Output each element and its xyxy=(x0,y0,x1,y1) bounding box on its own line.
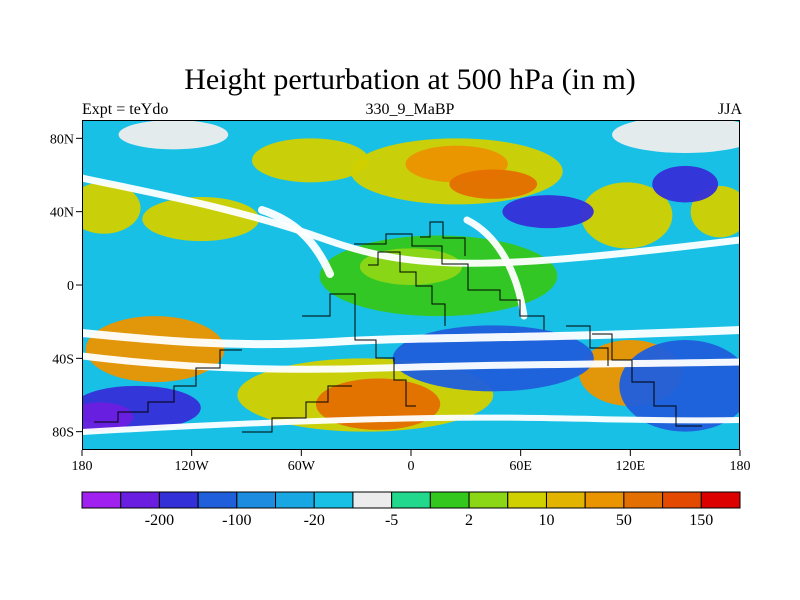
coastline-6 xyxy=(566,325,609,366)
x-tick-label-2: 60W xyxy=(288,459,316,474)
colorbar-cell-5 xyxy=(275,491,315,509)
field-anomaly-2 xyxy=(251,138,369,183)
colorbar-cell-0 xyxy=(81,491,122,509)
map-plot xyxy=(82,120,740,450)
colorbar-cell-13 xyxy=(584,491,625,509)
coastline-3 xyxy=(302,293,416,407)
chart-title: Height perturbation at 500 hPa (in m) xyxy=(184,63,636,96)
contour-band-4 xyxy=(258,206,334,278)
colorbar-cell-15 xyxy=(662,491,702,509)
plot-area xyxy=(82,120,740,450)
x-tick-label-6: 180 xyxy=(730,459,751,474)
coastline-4 xyxy=(94,349,242,423)
field-anomaly-21 xyxy=(612,120,740,153)
colorbar-label-3: -5 xyxy=(385,512,398,529)
colorbar-label-4: 2 xyxy=(465,512,473,529)
colorbar-cell-14 xyxy=(623,491,664,509)
colorbar-cell-6 xyxy=(313,491,354,509)
y-tick-label-3: 40S xyxy=(52,352,74,367)
colorbar-label-1: -100 xyxy=(222,512,251,529)
contour-band-2 xyxy=(82,352,740,373)
colorbar-cell-4 xyxy=(236,491,277,509)
x-tick-label-5: 120E xyxy=(616,459,646,474)
x-tick-label-0: 180 xyxy=(72,459,93,474)
outline-layer xyxy=(82,120,740,450)
colorbar-label-7: 150 xyxy=(689,512,713,529)
plot-layer xyxy=(82,120,740,450)
coastline-0 xyxy=(354,233,545,330)
field-anomaly-19 xyxy=(652,165,719,203)
colorbar-cell-3 xyxy=(197,491,238,509)
contour-band-5 xyxy=(463,216,528,320)
field-anomaly-18 xyxy=(502,195,594,229)
plot-frame xyxy=(82,120,740,450)
colorbar-cell-11 xyxy=(507,491,547,509)
colorbar-cell-16 xyxy=(700,491,741,509)
colorbar-cell-12 xyxy=(545,491,586,509)
colorbar-label-5: 10 xyxy=(538,512,554,529)
colorbar-label-6: 50 xyxy=(616,512,632,529)
colorbar-cell-9 xyxy=(429,491,470,509)
field-anomaly-6 xyxy=(580,182,673,249)
coastline-7 xyxy=(242,385,352,433)
field-anomaly-8 xyxy=(85,316,225,383)
contour-band-0 xyxy=(82,174,740,267)
y-tick-label-4: 80S xyxy=(52,426,74,441)
experiment-label: Expt = teYdo xyxy=(82,101,169,118)
y-tick-label-0: 80N xyxy=(50,132,74,147)
colorbar-cell-1 xyxy=(120,491,160,509)
colorbar-cell-7 xyxy=(352,491,393,509)
contour-band-1 xyxy=(82,326,740,349)
colorbar-cell-2 xyxy=(158,491,199,509)
colorbar-label-2: -20 xyxy=(304,512,325,529)
y-tick-label-2: 0 xyxy=(67,279,74,294)
coastline-1 xyxy=(420,221,466,256)
contour-band-3 xyxy=(82,414,740,435)
x-tick-label-1: 120W xyxy=(175,459,210,474)
colorbar-cell-8 xyxy=(391,491,431,509)
coastline-5 xyxy=(592,333,702,427)
coastline-2 xyxy=(368,251,446,326)
field-anomaly-13 xyxy=(82,402,134,432)
field-anomaly-5 xyxy=(449,169,538,199)
x-tick-label-3: 0 xyxy=(408,459,415,474)
colorbar-label-0: -200 xyxy=(145,512,174,529)
field-anomaly-20 xyxy=(118,120,229,150)
y-tick-label-1: 40N xyxy=(50,206,74,221)
time-label: 330_9_MaBP xyxy=(365,101,455,118)
field-anomaly-0 xyxy=(82,182,141,234)
x-tick-label-4: 60E xyxy=(509,459,532,474)
season-label: JJA xyxy=(717,101,742,118)
colorbar-cell-10 xyxy=(468,491,509,509)
